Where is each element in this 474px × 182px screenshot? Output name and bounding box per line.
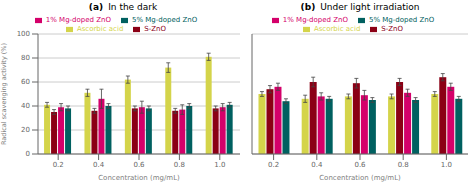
html-text:(a): (a) bbox=[88, 2, 104, 12]
html-text:1% Mg-doped ZnO: 1% Mg-doped ZnO bbox=[45, 16, 111, 24]
svg-text:0: 0 bbox=[26, 150, 30, 158]
svg-text:0.8: 0.8 bbox=[398, 161, 409, 169]
html-text:Ascorbic acid: Ascorbic acid bbox=[313, 25, 361, 33]
svg-text:60: 60 bbox=[21, 78, 30, 86]
html-text:5% Mg-doped ZnO: 5% Mg-doped ZnO bbox=[369, 16, 435, 24]
html-text:1% Mg-doped ZnO: 1% Mg-doped ZnO bbox=[282, 16, 348, 24]
svg-text:100: 100 bbox=[17, 30, 30, 38]
svg-text:80: 80 bbox=[21, 54, 30, 62]
svg-text:40: 40 bbox=[21, 102, 30, 110]
svg-text:Concentration (mg/mL): Concentration (mg/mL) bbox=[98, 174, 180, 182]
svg-text:0.4: 0.4 bbox=[311, 161, 323, 169]
svg-text:0.2: 0.2 bbox=[53, 161, 64, 169]
html-text:Under light irradiation: Under light irradiation bbox=[320, 2, 420, 12]
svg-text:0.4: 0.4 bbox=[93, 161, 105, 169]
svg-text:Concentration (mg/mL): Concentration (mg/mL) bbox=[319, 174, 401, 182]
svg-text:0.8: 0.8 bbox=[174, 161, 185, 169]
svg-text:0.6: 0.6 bbox=[133, 161, 145, 169]
svg-text:20: 20 bbox=[21, 126, 30, 134]
html-text:(b): (b) bbox=[300, 2, 316, 12]
svg-text:1.0: 1.0 bbox=[214, 161, 225, 169]
html-text:S-ZnO: S-ZnO bbox=[144, 25, 167, 33]
html-text:In the dark: In the dark bbox=[108, 2, 158, 12]
svg-text:Radical scavenging activity (%: Radical scavenging activity (%) bbox=[8, 43, 9, 145]
svg-text:1.0: 1.0 bbox=[441, 161, 452, 169]
html-text:S-ZnO: S-ZnO bbox=[381, 25, 404, 33]
html-text:5% Mg-doped ZnO: 5% Mg-doped ZnO bbox=[132, 16, 198, 24]
html-text:Ascorbic acid: Ascorbic acid bbox=[76, 25, 124, 33]
svg-text:0.6: 0.6 bbox=[354, 161, 366, 169]
svg-text:0.2: 0.2 bbox=[268, 161, 279, 169]
